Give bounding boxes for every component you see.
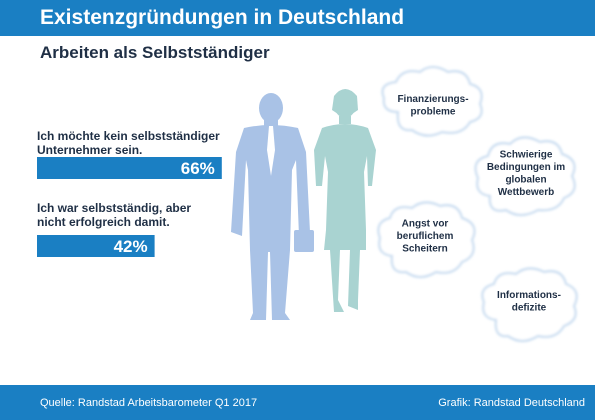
header-banner: Existenzgründungen in Deutschland	[0, 0, 595, 36]
annotation-text: Finanzierungs-	[397, 94, 468, 105]
cloud-scheitern	[377, 201, 476, 278]
annotation-text: Angst vor	[402, 219, 449, 230]
woman-silhouette-icon	[314, 89, 376, 312]
annotation-text: defizite	[512, 302, 547, 313]
cloud-finanzierung	[381, 66, 483, 137]
category-label: Ich möchte kein selbstständiger	[37, 129, 220, 143]
bar	[37, 157, 222, 179]
cloud-informationsdefizite	[481, 267, 578, 342]
annotation-text: Informations-	[497, 290, 561, 301]
category-label: Ich war selbstständig, aber	[37, 201, 191, 215]
tie-icon	[267, 126, 275, 176]
data-label: 42%	[114, 237, 148, 256]
chart-subtitle: Arbeiten als Selbstständiger	[40, 43, 270, 62]
annotation-text: probleme	[410, 106, 455, 117]
annotation-text: Wettbewerb	[498, 187, 555, 198]
annotation-text: Bedingungen im	[487, 162, 565, 173]
chart-title: Existenzgründungen in Deutschland	[40, 6, 405, 29]
annotation-text: globalen	[505, 174, 546, 185]
annotation-text: Schwierige	[500, 149, 553, 160]
credit-note: Grafik: Randstad Deutschland	[438, 397, 585, 409]
bar	[37, 235, 155, 257]
annotation-text: Scheitern	[402, 244, 448, 255]
cloud-wettbewerb	[474, 136, 576, 216]
source-note: Quelle: Randstad Arbeitsbarometer Q1 201…	[40, 397, 258, 409]
category-label: nicht erfolgreich damit.	[37, 215, 170, 229]
man-silhouette-icon	[231, 93, 314, 320]
bar-group: Ich möchte kein selbstständigerUnternehm…	[37, 129, 222, 257]
category-label: Unternehmer sein.	[37, 143, 142, 157]
footer-banner: Quelle: Randstad Arbeitsbarometer Q1 201…	[0, 385, 595, 420]
data-label: 66%	[181, 159, 215, 178]
annotation-text: beruflichem	[397, 231, 454, 242]
annotation-group: Finanzierungs-probleme Schwierige Bedingun…	[397, 94, 566, 314]
